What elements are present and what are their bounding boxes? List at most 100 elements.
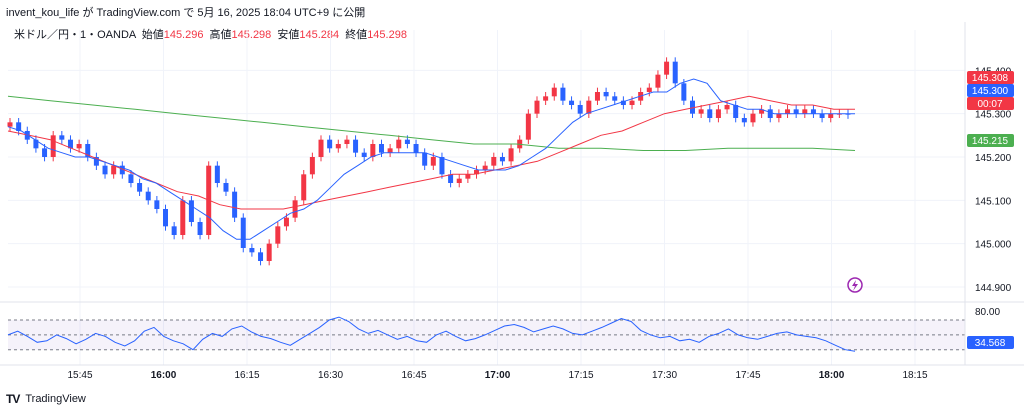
candle-body [422,152,428,166]
candle-body [67,139,73,149]
candle-body [603,92,609,97]
candle-body [629,100,635,105]
candle-body [681,83,687,101]
candle-body [16,122,22,131]
candle-body [361,152,367,157]
candle-body [828,113,834,118]
price-tag [967,97,1014,110]
candle-body [474,170,480,175]
candle-body [508,148,514,162]
candle-body [413,144,419,153]
candle-body [240,217,246,248]
rsi-value-tag [967,336,1014,349]
time-tick-label: 18:00 [819,370,845,381]
price-tag-label: 145.215 [972,136,1009,147]
lightning-icon [847,277,863,293]
time-tick-label: 17:15 [568,370,593,381]
candle-body [655,74,661,88]
candle-body [646,87,652,92]
candle-body [793,109,799,114]
candle-body [525,113,531,140]
time-tick-label: 17:45 [735,370,760,381]
candle-body [577,105,583,114]
candle-body [180,200,186,235]
time-tick-label: 16:15 [234,370,259,381]
price-tag-label: 145.300 [972,86,1009,97]
candle-body [292,200,298,218]
candle-body [396,139,402,149]
candle-body [767,109,773,118]
candle-body [482,165,488,170]
low-value: 145.284 [299,29,340,41]
symbol-label[interactable]: 米ドル／円・1・OANDA [14,29,136,41]
candle-body [439,157,445,175]
candle-body [275,226,281,244]
time-tick-label: 17:00 [485,370,511,381]
candle-body [353,139,359,153]
candle-body [741,118,747,123]
rsi-level-label: 80.00 [975,307,1000,318]
candle-body [378,144,384,153]
footer: TV TradingView [6,392,86,406]
price-tag [967,71,1014,84]
candle-body [586,100,592,114]
candle-body [145,191,151,201]
price-tag-label: 145.308 [972,73,1009,84]
candle-body [499,157,505,162]
candle-body [335,144,341,149]
open-value: 145.296 [163,29,204,41]
candle-body [724,105,730,110]
candle-body [810,109,816,114]
candle-body [785,109,791,114]
candle-body [318,139,324,157]
candle-body [85,144,91,157]
candle-body [327,139,333,149]
candle-body [560,87,566,101]
candle-body [448,174,454,183]
price-tick-label: 145.200 [975,153,1012,164]
candle-body [214,165,220,183]
time-tick-label: 16:00 [151,370,177,381]
candle-body [266,243,272,261]
price-tick-label: 144.900 [975,283,1012,294]
candle-body [283,217,289,227]
candle-body [733,105,739,118]
candle-body [154,200,160,209]
candle-body [594,92,600,101]
candle-body [197,222,203,235]
candle-body [620,100,626,105]
time-tick-label: 16:45 [401,370,426,381]
candle-body [534,100,540,114]
candle-body [551,87,557,97]
rsi-value-label: 34.568 [975,338,1006,349]
candle-body [465,174,471,179]
candle-body [491,157,497,166]
candle-body [430,157,436,166]
candle-body [664,61,670,75]
candle-body [128,174,134,183]
candle-body [7,122,13,127]
candle-body [759,109,765,114]
price-tick-label: 145.100 [975,196,1012,207]
time-tick-label: 15:45 [67,370,92,381]
price-tag [967,84,1014,97]
ema-mid-line [7,95,855,210]
candle-body [689,100,695,114]
candle-body [59,135,65,140]
candle-body [370,144,376,157]
rsi-band [8,320,965,350]
candle-body [612,96,618,101]
candle-body [802,109,808,114]
candle-body [111,165,117,175]
candle-body [715,109,721,118]
ohlc-legend: 米ドル／円・1・OANDA 始値145.296 高値145.298 安値145.… [14,26,407,42]
high-label: 高値 [209,29,232,41]
candle-body [819,113,825,118]
open-label: 始値 [141,29,164,41]
price-tick-label: 145.000 [975,240,1012,251]
candle-body [776,113,782,118]
close-value: 145.298 [367,29,407,41]
brand-label: TradingView [25,393,86,405]
candle-body [258,252,264,261]
